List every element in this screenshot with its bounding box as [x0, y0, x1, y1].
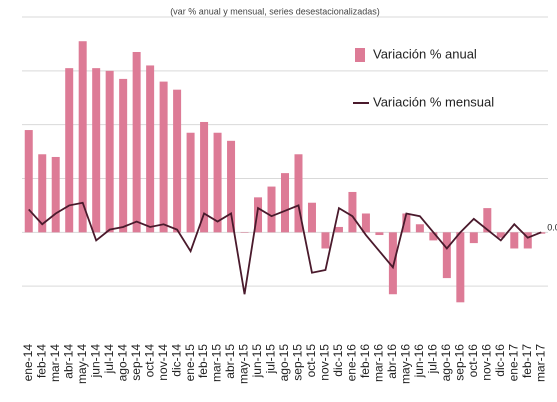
bar: [146, 65, 155, 233]
bar: [227, 140, 236, 233]
bar: [281, 173, 289, 233]
bar: [254, 197, 263, 233]
x-tick-label: dic-15: [331, 344, 345, 377]
bar: [119, 78, 128, 233]
x-tick-label: mar-14: [48, 344, 62, 382]
bar: [348, 191, 357, 233]
x-tick-label: jul-15: [264, 344, 278, 375]
x-tick-label: jul-14: [102, 344, 116, 375]
bar: [469, 232, 478, 244]
bar: [334, 226, 343, 233]
bar: [523, 232, 532, 249]
x-tick-label: jun-16: [412, 344, 426, 379]
bar: [51, 156, 60, 233]
x-tick-label: feb-15: [196, 344, 210, 378]
bar: [132, 51, 141, 233]
x-tick-label: feb-17: [520, 344, 534, 378]
bar: [442, 232, 451, 279]
bar: [92, 68, 101, 233]
x-tick-label: jul-16: [426, 344, 440, 375]
bar: [415, 224, 424, 233]
x-tick-label: sep-14: [129, 344, 143, 381]
x-tick-label: nov-15: [318, 344, 332, 381]
x-tick-label: oct-14: [142, 344, 156, 378]
x-tick-label: nov-14: [156, 344, 170, 381]
bar: [429, 232, 438, 241]
legend-label: Variación % mensual: [373, 94, 494, 109]
bar: [213, 132, 222, 233]
bar: [65, 68, 74, 233]
x-tick-label: mar-16: [372, 344, 386, 382]
bar: [321, 232, 330, 249]
bar: [240, 232, 249, 233]
x-tick-label: nov-16: [479, 344, 493, 381]
x-tick-label: feb-14: [34, 344, 48, 378]
bar: [510, 232, 519, 249]
bar: [402, 213, 411, 233]
x-tick-label: jun-14: [88, 344, 102, 379]
x-tick-label: ago-14: [115, 344, 129, 382]
x-tick-label: ene-17: [506, 344, 520, 382]
legend-label: Variación % anual: [373, 46, 477, 61]
data-label: 0.0: [547, 223, 557, 233]
x-tick-label: may-16: [399, 344, 413, 384]
x-tick-label: jun-15: [250, 344, 264, 379]
bar: [200, 121, 209, 233]
x-tick-label: oct-15: [304, 344, 318, 378]
bar: [24, 130, 33, 233]
x-tick-label: sep-16: [453, 344, 467, 381]
x-tick-label: may-15: [237, 344, 251, 384]
x-tick-label: mar-15: [210, 344, 224, 382]
bar: [267, 186, 276, 233]
bar: [496, 232, 505, 238]
bar: [38, 154, 47, 233]
chart-subtitle: (var % anual y mensual, series desestaci…: [170, 6, 380, 16]
bar: [186, 132, 195, 233]
x-tick-label: ene-14: [21, 344, 35, 382]
x-tick-label: may-14: [75, 344, 89, 384]
bar: [294, 154, 303, 233]
x-tick-label: dic-14: [169, 344, 183, 377]
x-tick-label: abr-15: [223, 344, 237, 379]
bar: [483, 208, 492, 233]
x-tick-label: abr-16: [385, 344, 399, 379]
x-tick-label: oct-16: [466, 344, 480, 378]
bar: [456, 232, 465, 303]
bar: [375, 232, 384, 236]
x-tick-label: feb-16: [358, 344, 372, 378]
x-tick-label: ene-15: [183, 344, 197, 382]
x-tick-label: ago-15: [277, 344, 291, 382]
bar: [307, 202, 316, 233]
x-tick-label: ene-16: [345, 344, 359, 382]
x-tick-label: abr-14: [61, 344, 75, 379]
bar: [388, 232, 397, 295]
x-tick-label: sep-15: [291, 344, 305, 381]
x-tick-label: ago-16: [439, 344, 453, 382]
x-tick-label: mar-17: [533, 344, 547, 382]
bar: [361, 213, 370, 233]
x-tick-label: dic-16: [493, 344, 507, 377]
bar: [173, 89, 182, 233]
bar: [78, 41, 87, 233]
bar: [159, 81, 168, 233]
line: [28, 201, 542, 295]
bar: [105, 70, 114, 233]
legend-swatch: [355, 48, 365, 62]
